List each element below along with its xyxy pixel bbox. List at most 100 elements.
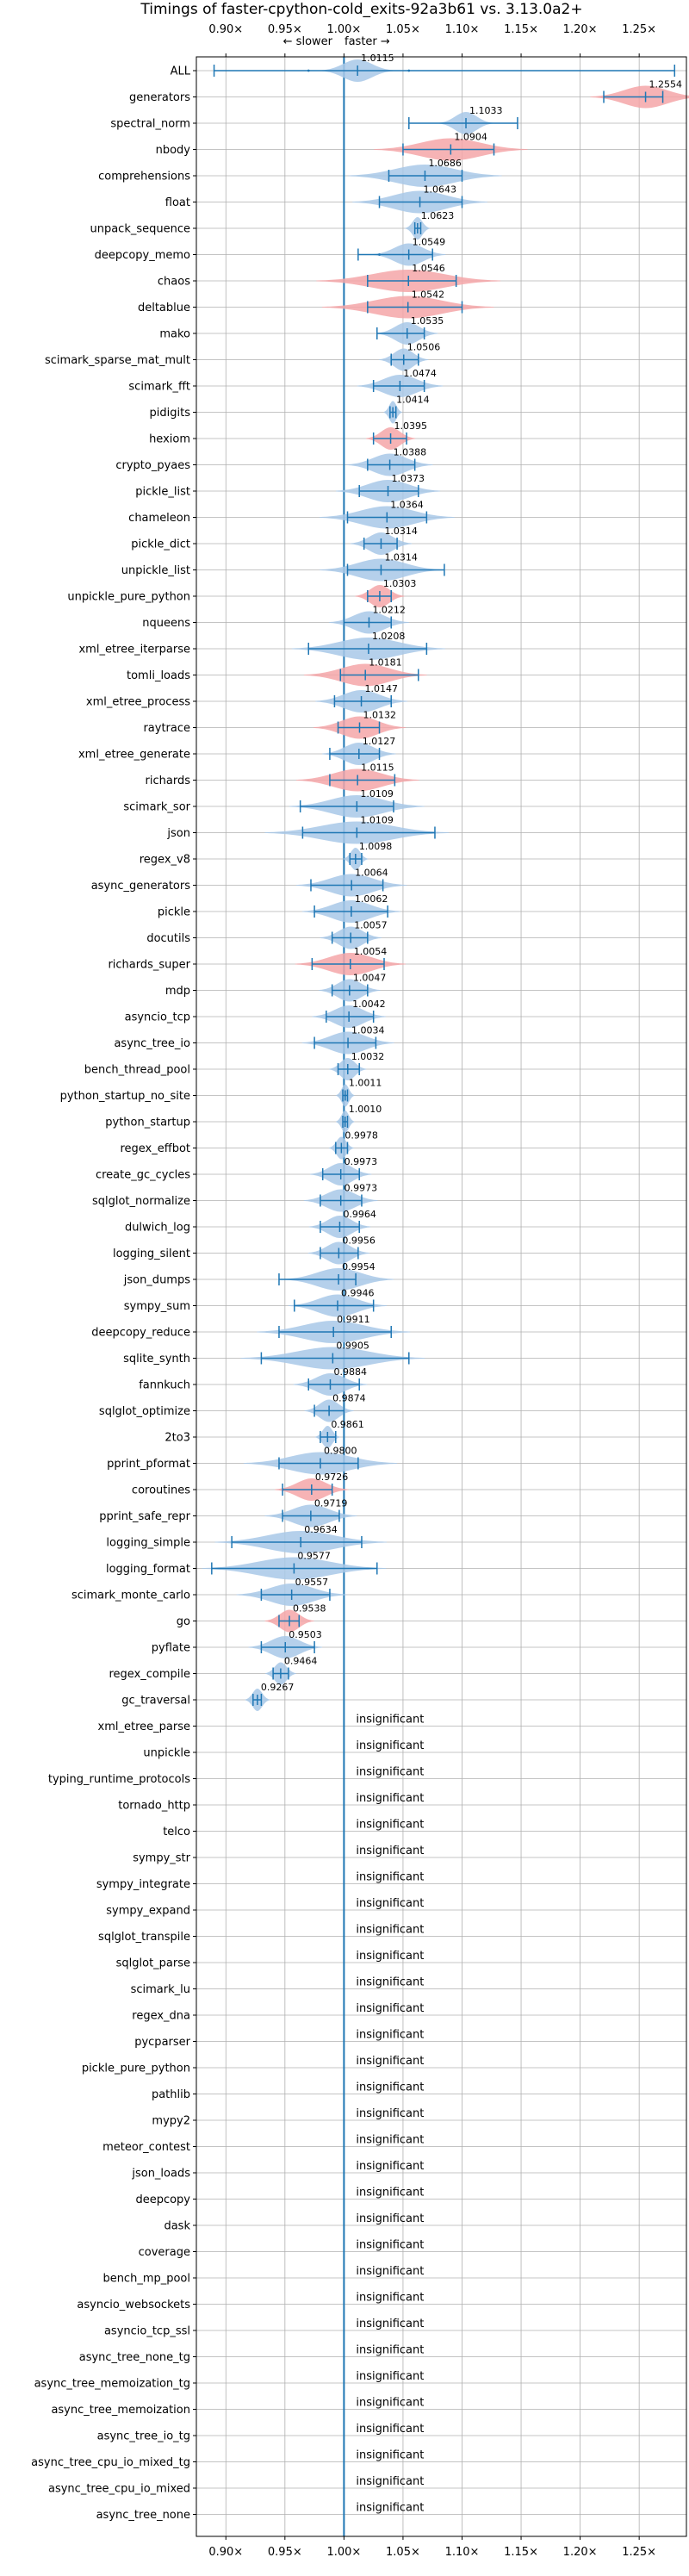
value-label: 1.0414: [396, 395, 430, 406]
value-label: 1.0549: [413, 237, 446, 248]
benchmark-name-label: sympy_expand: [106, 1905, 190, 1918]
benchmark-name-label: sqlglot_parse: [116, 1957, 190, 1970]
insignificant-label: insignificant: [356, 2292, 424, 2305]
benchmark-name-label: typing_runtime_protocols: [48, 1773, 190, 1786]
value-label: 1.0057: [354, 920, 388, 931]
benchmark-name-label: pickle_pure_python: [82, 2063, 190, 2075]
value-label: 0.9973: [344, 1183, 378, 1194]
insignificant-label: insignificant: [356, 1792, 424, 1805]
slower-direction-label: ← slower: [283, 35, 333, 48]
value-label: 1.0535: [411, 315, 444, 327]
benchmark-name-label: asyncio_tcp: [125, 1011, 190, 1024]
benchmark-name-label: async_tree_none: [96, 2509, 190, 2522]
benchmark-name-label: chaos: [158, 276, 190, 289]
value-label: 0.9557: [295, 1577, 329, 1588]
value-label: 0.9956: [342, 1235, 376, 1247]
benchmark-name-label: mako: [159, 328, 190, 341]
value-label: 1.2554: [649, 79, 683, 90]
value-label: 0.9634: [304, 1524, 338, 1535]
value-label: 1.0208: [372, 631, 406, 642]
benchmark-name-label: coverage: [139, 2246, 190, 2259]
value-label: 0.9577: [297, 1551, 331, 1562]
value-label: 1.0686: [428, 158, 461, 169]
benchmark-name-label: json_dumps: [123, 1274, 190, 1287]
value-label: 0.9905: [336, 1341, 369, 1352]
benchmark-name-label: float: [165, 196, 190, 209]
value-label: 1.0212: [372, 605, 406, 616]
faster-direction-label: faster →: [344, 35, 390, 48]
benchmark-name-label: gc_traversal: [121, 1695, 190, 1708]
value-label: 0.9884: [333, 1366, 367, 1378]
benchmark-name-label: scimark_sor: [123, 801, 190, 814]
benchmark-name-label: xml_etree_process: [86, 696, 190, 709]
x-tick-label-bottom: 0.95×: [268, 2546, 302, 2559]
benchmark-name-label: asyncio_websockets: [77, 2299, 190, 2312]
value-label: 1.0032: [351, 1051, 385, 1062]
benchmark-name-label: ALL: [171, 65, 191, 78]
insignificant-label: insignificant: [356, 2449, 424, 2462]
x-tick-label-bottom: 1.25×: [622, 2546, 656, 2559]
benchmark-name-label: scimark_monte_carlo: [71, 1590, 190, 1602]
value-label: 0.9538: [293, 1603, 326, 1615]
x-tick-label-bottom: 1.15×: [504, 2546, 538, 2559]
benchmark-name-label: async_generators: [91, 880, 191, 893]
insignificant-label: insignificant: [356, 2055, 424, 2068]
benchmark-name-label: go: [177, 1615, 190, 1628]
benchmark-name-label: sqlglot_optimize: [99, 1405, 190, 1418]
value-label: 1.0098: [359, 841, 393, 852]
value-label: 0.9800: [324, 1446, 357, 1457]
chart-title: Timings of faster-cpython-cold_exits-92a…: [140, 1, 582, 18]
benchmark-name-label: dask: [164, 2220, 190, 2233]
value-label: 1.0109: [360, 788, 394, 800]
benchmark-name-label: richards: [146, 775, 191, 787]
value-label: 1.0047: [353, 973, 387, 984]
value-label: 0.9719: [314, 1498, 348, 1509]
x-tick-label-bottom: 1.05×: [386, 2546, 420, 2559]
insignificant-label: insignificant: [356, 1897, 424, 1910]
x-tick-label-bottom: 1.20×: [563, 2546, 598, 2559]
benchmark-name-label: pprint_safe_repr: [99, 1510, 190, 1523]
benchmark-name-label: pickle_dict: [131, 538, 190, 551]
insignificant-label: insignificant: [356, 2423, 424, 2436]
benchmark-name-label: crypto_pyaes: [115, 459, 190, 472]
benchmark-name-label: asyncio_tcp_ssl: [104, 2325, 190, 2338]
benchmark-name-label: async_tree_cpu_io_mixed: [48, 2483, 190, 2496]
x-tick-label-bottom: 1.10×: [445, 2546, 480, 2559]
benchmark-name-label: pycparser: [134, 2036, 190, 2049]
benchmark-name-label: richards_super: [108, 959, 190, 972]
insignificant-label: insignificant: [356, 2265, 424, 2278]
grid-layer: [193, 53, 686, 2540]
benchmark-name-label: logging_simple: [106, 1537, 190, 1550]
insignificant-label: insignificant: [356, 2002, 424, 2015]
insignificant-label: insignificant: [356, 2187, 424, 2200]
insignificant-label: insignificant: [356, 2397, 424, 2410]
value-label: 1.1033: [469, 105, 503, 116]
benchmark-name-label: nbody: [156, 144, 191, 157]
insignificant-label: insignificant: [356, 1714, 424, 1727]
value-label: 0.9267: [261, 1682, 295, 1693]
outlier-dot: [407, 69, 411, 72]
label-layer: 0.90× 0.90× 0.95× 0.95× 1.00× 1.00× 1.05× 1.05×…: [31, 23, 682, 2559]
x-tick-label-top: 1.10×: [445, 23, 480, 36]
benchmark-name-label: pathlib: [152, 2088, 190, 2101]
benchmark-name-label: create_gc_cycles: [96, 1169, 190, 1182]
value-label: 1.0011: [349, 1078, 382, 1089]
value-label: 1.0147: [365, 683, 399, 694]
benchmark-name-label: comprehensions: [98, 171, 190, 184]
insignificant-label: insignificant: [356, 2239, 424, 2252]
x-tick-label-top: 1.00×: [326, 23, 361, 36]
benchmark-name-label: sqlglot_transpile: [98, 1931, 190, 1944]
insignificant-label: insignificant: [356, 1871, 424, 1884]
insignificant-label: insignificant: [356, 2212, 424, 2225]
value-label: 0.9503: [289, 1629, 322, 1640]
value-label: 1.0373: [392, 473, 425, 484]
plot-frame: [196, 56, 687, 2537]
benchmark-name-label: async_tree_memoization: [51, 2404, 190, 2417]
benchmark-name-label: telco: [163, 1826, 190, 1839]
benchmark-name-label: coroutines: [132, 1484, 190, 1497]
insignificant-label: insignificant: [356, 2318, 424, 2330]
value-label: 1.0064: [355, 868, 388, 879]
value-label: 0.9964: [343, 1209, 376, 1220]
insignificant-label: insignificant: [356, 1819, 424, 1832]
